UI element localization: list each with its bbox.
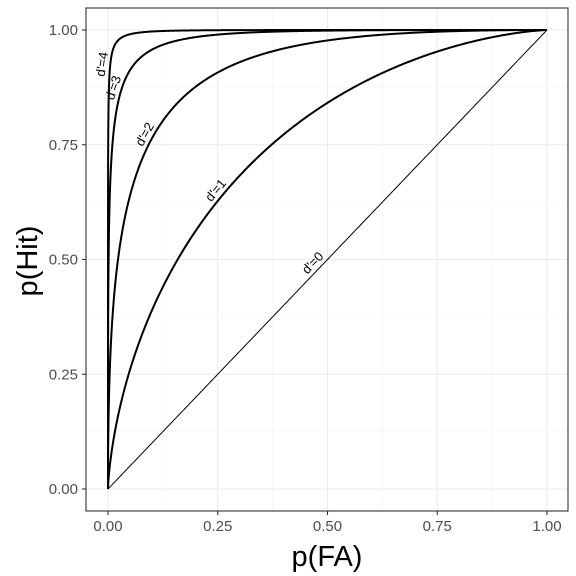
roc-curve-d0 [107,29,548,490]
x-axis-title: p(FA) [292,541,363,573]
y-axis-title: p(Hit) [12,226,44,297]
curve-label-d4: d'=4 [93,51,111,77]
roc-curve-d2 [107,29,547,489]
y-tick-label: 0.75 [49,137,78,154]
x-tick-label: 0.75 [423,518,452,535]
roc-curve-d4 [107,29,547,489]
x-tick-label: 0.50 [313,518,342,535]
x-tick-label: 0.25 [203,518,232,535]
y-tick-label: 1.00 [49,22,78,39]
roc-curves [107,29,548,490]
y-tick-label: 0.00 [49,481,78,498]
axes: 0.00 0.25 0.50 0.75 1.00 0.00 0.25 0.50 0.75 1.00 [49,22,562,535]
curve-label-d3: d'=3 [102,74,124,102]
curve-labels: d'=0d'=1d'=2d'=3d'=4 [93,51,327,277]
x-tick-label: 0.00 [93,518,122,535]
y-tick-label: 0.50 [49,252,78,269]
roc-curve-d1 [107,29,548,489]
x-tick-label: 1.00 [532,518,561,535]
y-tick-label: 0.25 [49,366,78,383]
curve-label-d0: d'=0 [299,249,327,277]
curve-label-d1: d'=1 [202,176,229,204]
